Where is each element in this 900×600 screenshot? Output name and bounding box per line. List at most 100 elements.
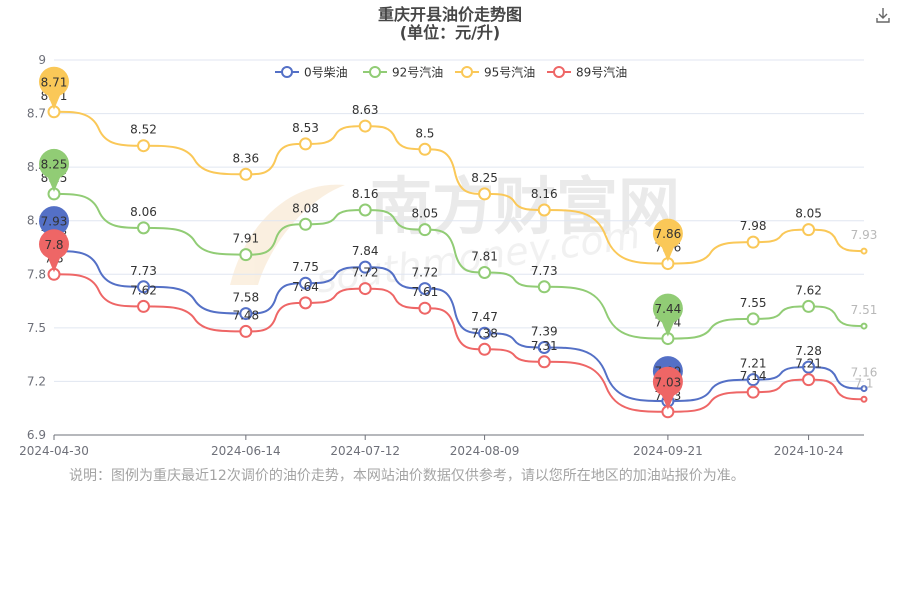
legend-label: 89号汽油 xyxy=(576,65,627,80)
data-point xyxy=(358,203,372,217)
data-label: 8.36 xyxy=(232,151,259,165)
pin-bubble xyxy=(652,293,683,324)
chart-title: 重庆开县油价走势图 xyxy=(378,5,522,24)
data-point xyxy=(418,301,432,315)
data-point xyxy=(746,385,760,399)
data-label: 8.16 xyxy=(352,187,379,201)
data-label: 7.21 xyxy=(740,357,767,371)
data-point xyxy=(358,119,372,133)
x-tick-label: 2024-08-09 xyxy=(450,444,520,458)
data-point xyxy=(239,324,253,338)
data-label: 7.55 xyxy=(740,296,767,310)
data-label: 8.63 xyxy=(352,103,379,117)
data-point xyxy=(299,296,313,310)
legend-label: 95号汽油 xyxy=(484,65,535,80)
pin-label: 7.86 xyxy=(655,227,682,241)
data-point xyxy=(802,373,816,387)
legend: 0号柴油 92号汽油 95号汽油 89号汽油 xyxy=(275,65,627,80)
data-point xyxy=(299,217,313,231)
pin-bubble xyxy=(39,206,69,237)
data-label: 8.52 xyxy=(130,123,157,137)
data-point xyxy=(137,299,151,313)
x-tick-label: 2024-09-21 xyxy=(633,444,703,458)
data-point xyxy=(478,266,492,279)
data-point xyxy=(358,260,372,274)
data-label: 7.72 xyxy=(412,266,439,280)
data-point xyxy=(537,203,551,217)
data-label: 8.16 xyxy=(531,187,558,201)
data-point xyxy=(137,139,151,153)
y-tick-label: 7.8 xyxy=(27,267,46,281)
data-point xyxy=(239,248,253,262)
data-point xyxy=(299,137,313,151)
data-label: 7.72 xyxy=(352,266,379,280)
data-point xyxy=(860,395,868,403)
data-point xyxy=(537,341,551,354)
data-label: 8.5 xyxy=(415,126,434,140)
pin-bubble xyxy=(39,148,69,179)
legend-label: 92号汽油 xyxy=(392,65,443,80)
pin-bubble xyxy=(652,366,683,397)
grid-lines xyxy=(54,59,864,436)
data-label: 7.51 xyxy=(851,303,878,317)
legend-label: 0号柴油 xyxy=(304,66,348,80)
series-line xyxy=(53,250,865,403)
data-point xyxy=(299,276,313,290)
data-point xyxy=(418,282,432,296)
data-label: 7.38 xyxy=(471,326,498,340)
data-point xyxy=(137,221,151,235)
data-point xyxy=(137,280,151,294)
data-label: 7.1 xyxy=(854,376,873,390)
data-point xyxy=(537,280,551,294)
data-point xyxy=(478,342,492,356)
data-label: 7.91 xyxy=(232,232,259,246)
series-line xyxy=(53,192,865,340)
watermark-swirl xyxy=(230,184,345,285)
data-label: 7.28 xyxy=(795,344,822,358)
x-tick-label: 2024-07-12 xyxy=(330,444,400,458)
x-axis: 2024-04-30 2024-06-14 2024-07-12 2024-08-09… xyxy=(19,434,864,458)
data-point xyxy=(478,326,492,340)
chart-subtitle: (单位：元/升) xyxy=(400,23,500,42)
pin-label: 7.8 xyxy=(44,238,63,252)
download-icon[interactable] xyxy=(874,6,892,24)
series-line xyxy=(53,273,865,413)
data-label: 7.21 xyxy=(795,357,822,371)
data-label: 8.05 xyxy=(795,207,822,221)
data-label: 7.62 xyxy=(795,283,822,297)
y-tick-label: 9 xyxy=(38,53,46,67)
data-point xyxy=(239,307,253,321)
data-label: 7.75 xyxy=(292,260,319,274)
data-label: 7.31 xyxy=(531,339,558,353)
data-point xyxy=(802,360,816,374)
data-point xyxy=(746,312,760,326)
data-label: 7.81 xyxy=(471,250,498,264)
data-label: 7.39 xyxy=(531,325,558,339)
data-label: 7.16 xyxy=(851,366,878,380)
pin-label: 8.71 xyxy=(41,75,68,89)
pin-label: 7.44 xyxy=(655,302,682,316)
data-label: 7.47 xyxy=(471,310,498,324)
data-label: 8.25 xyxy=(471,171,498,185)
data-label: 7.93 xyxy=(851,228,878,242)
disclaimer-note: 说明：图例为重庆最近12次调价的油价走势，本网站油价数据仅供参考，请以您所在地区… xyxy=(69,468,745,484)
data-point xyxy=(746,373,760,387)
data-label: 7.62 xyxy=(130,283,157,297)
data-point xyxy=(802,223,816,237)
value-pins: 8.718.257.937.87.867.447.097.03 xyxy=(39,66,683,410)
data-point xyxy=(418,142,432,156)
data-point xyxy=(537,355,551,369)
y-tick-label: 8.7 xyxy=(27,107,46,121)
pin-label: 7.93 xyxy=(41,215,68,229)
pin-label: 7.03 xyxy=(655,375,682,389)
data-point xyxy=(860,385,868,393)
pin-bubble xyxy=(39,66,69,97)
data-point xyxy=(418,223,432,237)
pin-bubble xyxy=(652,218,683,249)
data-point xyxy=(478,187,492,201)
data-point xyxy=(239,167,253,181)
pin-bubble xyxy=(39,229,69,260)
data-point xyxy=(860,322,868,330)
y-tick-label: 7.5 xyxy=(27,321,46,335)
data-label: 8.53 xyxy=(292,121,319,135)
